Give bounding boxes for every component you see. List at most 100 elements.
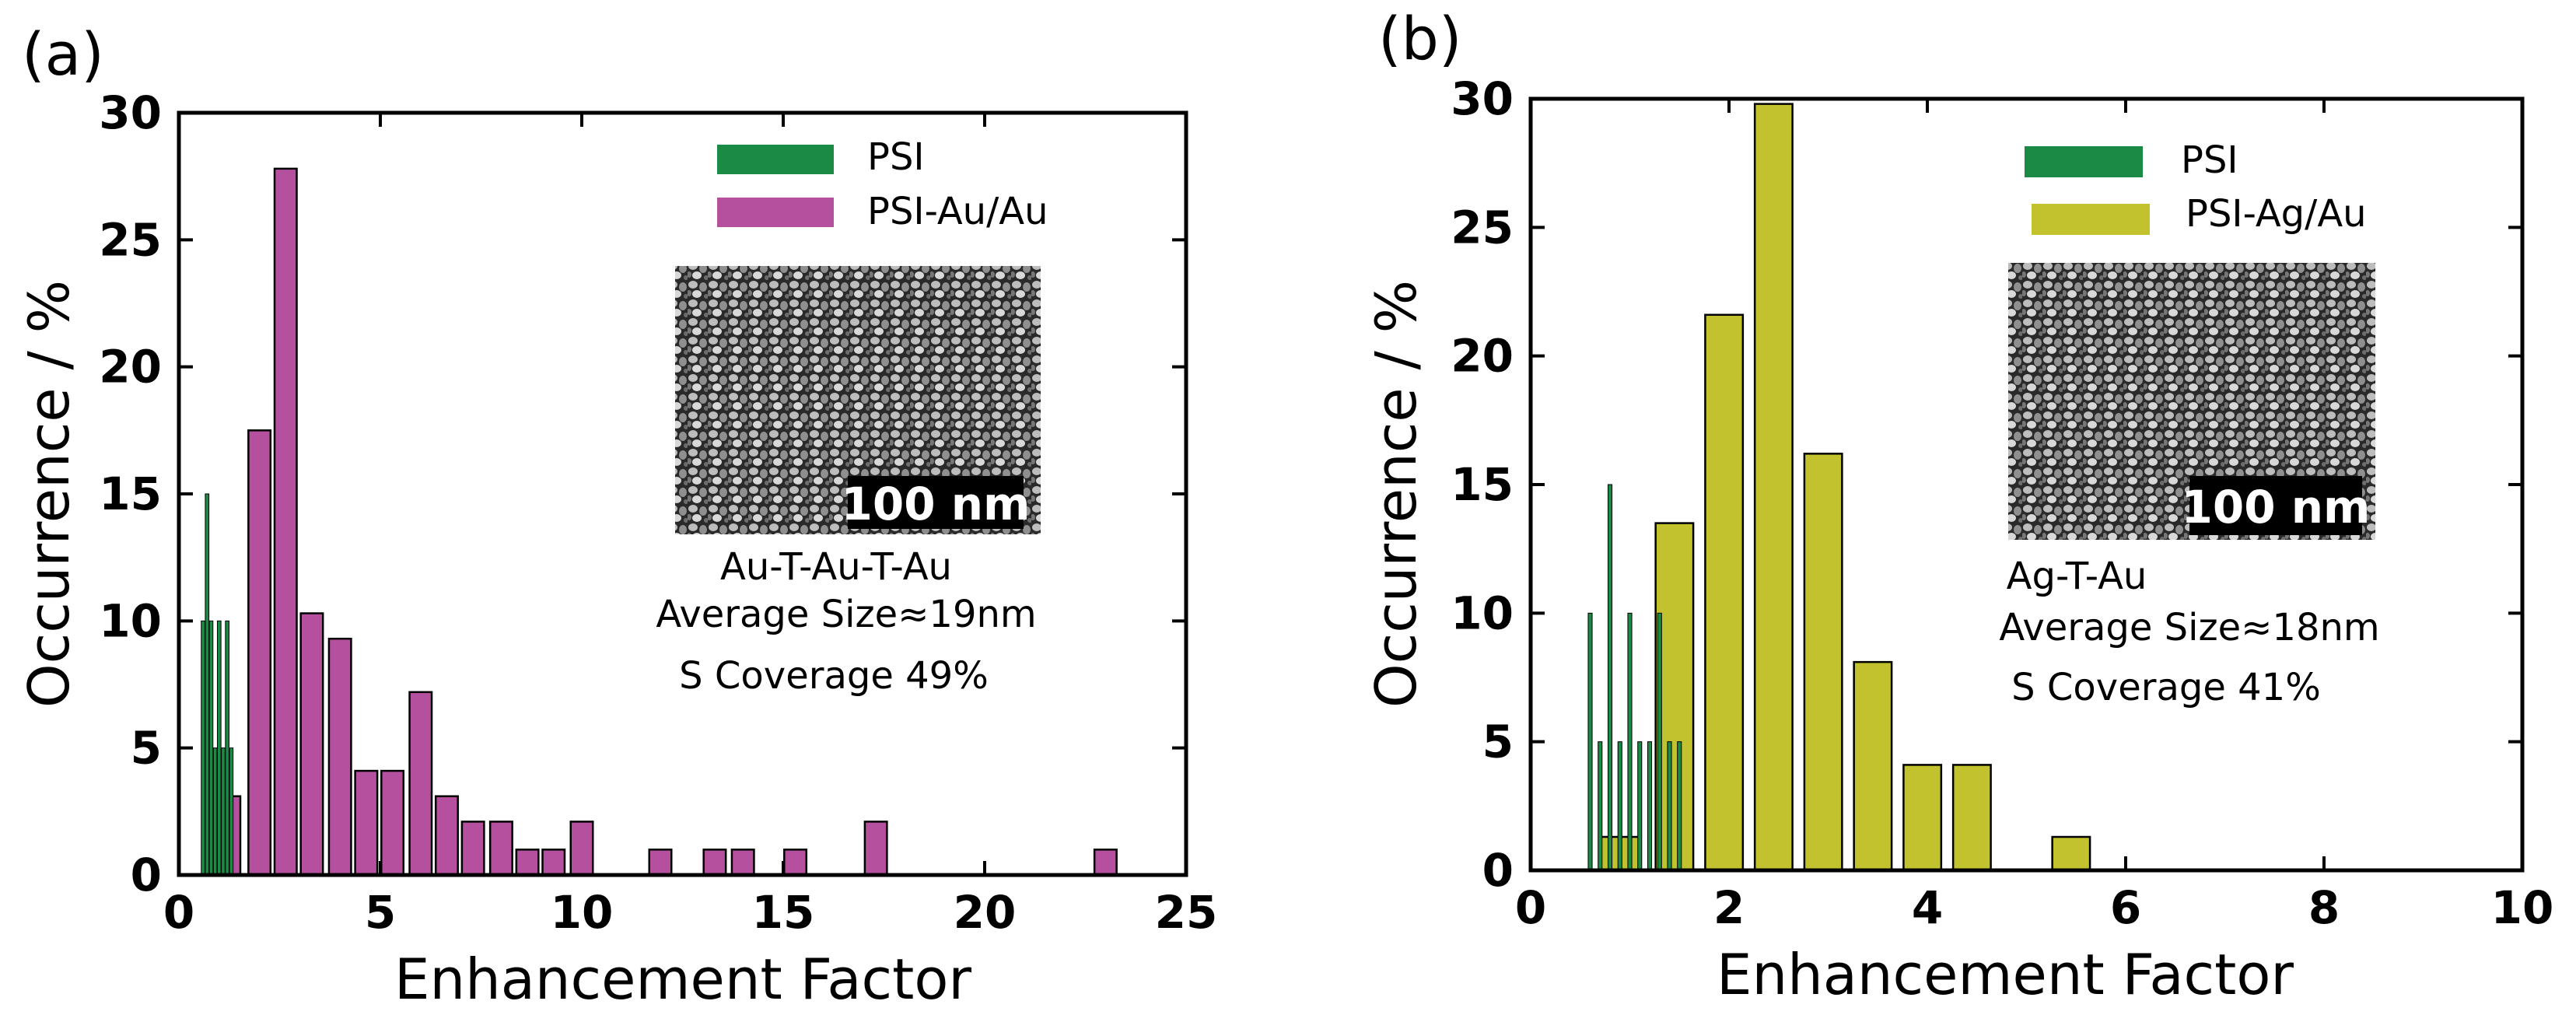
composite-bar xyxy=(1902,764,1943,872)
y-tick-label: 15 xyxy=(99,467,162,520)
psi-bar xyxy=(1657,612,1662,871)
panel-b-plot-frame xyxy=(1528,96,2525,873)
psi-bar xyxy=(1637,741,1643,871)
composite-bar xyxy=(380,769,405,877)
panel-b-scale-bar xyxy=(2189,476,2362,535)
panel-b-letter: (b) xyxy=(1378,4,1462,73)
psi-bar xyxy=(229,747,234,876)
psi-bar xyxy=(212,747,218,876)
panel-a-scale-bar-label: 100 nm xyxy=(842,478,1031,530)
panel-a-bars xyxy=(201,167,1118,877)
composite-bar xyxy=(730,849,755,877)
panel-a-inset: 100 nm Au-T-Au-T-Au Average Size≈19nm S … xyxy=(656,266,1041,698)
psi-bar xyxy=(216,620,222,876)
psi-bar xyxy=(1647,741,1653,871)
panel-b-bars xyxy=(1587,103,2091,872)
panel-b-scale-bar-label: 100 nm xyxy=(2182,481,2371,534)
panel-a-scale-bar xyxy=(848,476,1024,529)
composite-bar xyxy=(1704,313,1745,872)
x-tick-label: 8 xyxy=(2308,881,2340,934)
panel-b-legend: PSI PSI-Ag/Au xyxy=(2025,138,2367,236)
psi-bar xyxy=(1607,484,1613,871)
y-tick-label: 20 xyxy=(1451,330,1514,383)
x-tick-label: 10 xyxy=(2491,881,2554,934)
y-tick-label: 20 xyxy=(99,341,162,394)
composite-bar xyxy=(247,429,272,877)
panel-b-legend-swatch-psi-ag-au xyxy=(2032,204,2150,235)
panel-b-x-axis-label: Enhancement Factor xyxy=(1717,942,2294,1007)
y-tick-label: 0 xyxy=(1482,844,1514,897)
composite-bar xyxy=(460,821,485,877)
y-tick-label: 0 xyxy=(131,849,162,901)
composite-bar xyxy=(354,769,379,877)
composite-bar xyxy=(408,691,433,877)
panel-a-legend-label-psi-au-au: PSI-Au/Au xyxy=(867,190,1048,233)
composite-bar xyxy=(2051,835,2091,872)
x-tick-label: 2 xyxy=(1713,881,1745,934)
composite-bar xyxy=(1951,764,1992,872)
x-tick-label: 0 xyxy=(163,886,194,939)
composite-bar xyxy=(783,849,808,877)
psi-bar xyxy=(221,747,226,876)
psi-bar xyxy=(1617,741,1622,871)
x-tick-label: 6 xyxy=(2110,881,2141,934)
y-tick-label: 25 xyxy=(99,213,162,266)
composite-bar xyxy=(327,637,352,877)
composite-bar xyxy=(488,821,513,877)
panel-b-sample-name: Ag-T-Au xyxy=(2007,555,2147,598)
x-tick-label: 4 xyxy=(1912,881,1943,934)
x-tick-label: 15 xyxy=(752,886,815,939)
panel-a-legend: PSI PSI-Au/Au xyxy=(717,135,1048,233)
composite-bar xyxy=(1853,660,1893,872)
psi-bar xyxy=(1627,612,1633,871)
x-tick-label: 5 xyxy=(365,886,396,939)
composite-bar xyxy=(515,849,540,877)
y-tick-label: 5 xyxy=(1482,716,1514,768)
y-tick-label: 15 xyxy=(1451,458,1514,511)
y-tick-label: 25 xyxy=(1451,201,1514,254)
composite-bar xyxy=(1753,103,1794,872)
psi-bar xyxy=(1677,741,1682,871)
psi-bar xyxy=(208,620,214,876)
panel-a-legend-swatch-psi xyxy=(717,145,834,174)
psi-bar xyxy=(225,620,229,876)
panel-b-average-size: Average Size≈18nm xyxy=(1999,606,2379,649)
panel-a-letter: (a) xyxy=(22,19,104,89)
panel-a-y-axis-label: Occurrence / % xyxy=(16,280,82,708)
panel-a-sample-name: Au-T-Au-T-Au xyxy=(720,545,952,589)
panel-b: (b) 0 2 4 6 8 10 0 5 10 15 20 25 30 Enhancement Fact… xyxy=(1363,4,2553,1007)
panel-a-legend-label-psi: PSI xyxy=(867,135,925,179)
panel-a-average-size: Average Size≈19nm xyxy=(656,593,1036,636)
psi-bar xyxy=(205,493,210,876)
composite-bar xyxy=(299,612,324,877)
x-tick-label: 0 xyxy=(1515,881,1546,934)
composite-bar xyxy=(273,167,298,877)
composite-bar xyxy=(1803,453,1843,872)
panel-a-coverage: S Coverage 49% xyxy=(679,654,989,698)
composite-bar xyxy=(702,849,727,877)
panel-b-inset: 100 nm Ag-T-Au Average Size≈18nm S Cover… xyxy=(1999,263,2380,709)
panel-a-legend-swatch-psi-au-au xyxy=(717,198,834,227)
panel-a-ticks: 0 5 10 15 20 25 0 5 10 15 20 25 30 xyxy=(99,86,1217,939)
panel-a-plot-frame xyxy=(177,110,1188,877)
composite-bar xyxy=(648,849,673,877)
psi-bar xyxy=(1667,741,1672,871)
y-tick-label: 10 xyxy=(99,594,162,647)
panel-b-legend-label-psi-ag-au: PSI-Ag/Au xyxy=(2186,192,2367,236)
panel-a: (a) 0 5 10 15 20 25 0 5 10 15 20 25 30 Enhancement F… xyxy=(16,19,1217,1012)
composite-bar xyxy=(541,849,566,877)
panel-b-legend-swatch-psi xyxy=(2025,146,2143,177)
psi-bar xyxy=(1598,741,1603,871)
composite-bar xyxy=(863,821,888,877)
x-tick-label: 10 xyxy=(551,886,614,939)
panel-b-y-axis-label: Occurrence / % xyxy=(1363,280,1429,708)
x-tick-label: 20 xyxy=(954,886,1017,939)
panel-b-legend-label-psi: PSI xyxy=(2181,138,2238,182)
y-tick-label: 30 xyxy=(1451,72,1514,125)
composite-bar xyxy=(569,821,594,877)
panel-b-ticks: 0 2 4 6 8 10 0 5 10 15 20 25 30 xyxy=(1451,72,2553,934)
y-tick-label: 30 xyxy=(99,86,162,139)
composite-bar xyxy=(434,795,459,877)
psi-bar xyxy=(1587,612,1593,871)
